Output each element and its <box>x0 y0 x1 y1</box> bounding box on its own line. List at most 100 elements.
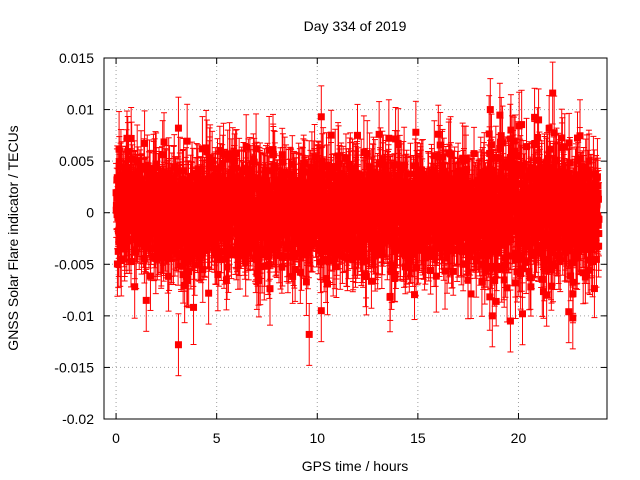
data-point <box>182 179 190 187</box>
data-point <box>188 173 196 181</box>
data-point <box>289 272 297 280</box>
data-point <box>214 271 222 279</box>
data-point <box>194 239 202 247</box>
data-point <box>304 248 312 256</box>
data-point <box>156 184 164 192</box>
data-point <box>288 241 296 249</box>
data-point <box>313 228 321 236</box>
data-point <box>287 171 295 179</box>
data-point <box>160 250 168 258</box>
data-point <box>275 241 283 249</box>
data-point <box>133 157 141 165</box>
data-point <box>205 173 213 181</box>
data-point <box>257 177 265 185</box>
data-point <box>278 263 286 271</box>
data-point <box>170 163 178 171</box>
data-point <box>227 168 235 176</box>
data-point <box>297 230 305 238</box>
data-point <box>224 155 232 163</box>
data-point <box>182 248 190 256</box>
data-point <box>232 149 240 157</box>
data-point <box>221 255 229 263</box>
data-point <box>282 171 290 179</box>
data-point <box>143 161 151 169</box>
data-point <box>187 255 195 263</box>
data-point <box>145 230 153 238</box>
data-point <box>235 243 243 251</box>
data-point <box>147 245 155 253</box>
data-point <box>290 253 298 261</box>
data-point <box>252 145 260 153</box>
data-point <box>127 258 135 266</box>
data-point <box>165 272 173 280</box>
data-point <box>249 206 257 214</box>
data-point <box>260 262 268 270</box>
data-point <box>154 241 162 249</box>
data-point <box>305 168 313 176</box>
data-point <box>140 255 148 263</box>
data-point <box>199 266 207 274</box>
data-point <box>242 258 250 266</box>
data-point <box>131 283 139 291</box>
data-point <box>222 276 230 284</box>
data-point <box>176 167 184 175</box>
data-point <box>160 138 168 146</box>
data-point <box>291 265 299 273</box>
data-point <box>117 163 125 171</box>
data-point <box>130 172 138 180</box>
data-point <box>198 145 206 153</box>
data-series <box>112 61 603 377</box>
data-point <box>178 234 186 242</box>
data-point <box>115 158 123 166</box>
data-point <box>306 179 314 187</box>
data-point <box>130 178 138 186</box>
data-point <box>278 253 286 261</box>
data-point <box>183 277 191 285</box>
data-point <box>120 189 128 197</box>
data-point <box>124 155 132 163</box>
data-point <box>251 183 259 191</box>
data-point <box>159 151 167 159</box>
data-point <box>255 276 263 284</box>
data-point <box>289 177 297 185</box>
data-point <box>128 155 136 163</box>
data-point <box>183 137 191 145</box>
data-point <box>217 163 225 171</box>
data-point <box>202 144 210 152</box>
data-point <box>207 178 215 186</box>
data-point <box>194 182 202 190</box>
data-point <box>278 151 286 159</box>
data-point <box>116 244 124 252</box>
data-point <box>115 229 123 237</box>
data-point <box>122 164 130 172</box>
data-point <box>266 285 274 293</box>
data-point <box>296 268 304 276</box>
data-point <box>242 143 250 151</box>
data-point <box>185 268 193 276</box>
data-point <box>246 218 254 226</box>
data-point <box>307 241 315 249</box>
data-point <box>247 230 255 238</box>
data-point <box>208 157 216 165</box>
data-point <box>308 163 316 171</box>
data-point <box>288 160 296 168</box>
data-point <box>132 248 140 256</box>
data-point <box>123 134 131 142</box>
data-point <box>125 175 133 183</box>
data-point <box>151 164 159 172</box>
data-point <box>177 262 185 270</box>
data-point <box>165 169 173 177</box>
data-point <box>162 236 170 244</box>
data-point <box>238 181 246 189</box>
data-point <box>179 175 187 183</box>
data-point <box>302 278 310 286</box>
data-point <box>253 269 261 277</box>
data-point <box>117 256 125 264</box>
data-point <box>246 169 254 177</box>
data-point <box>164 255 172 263</box>
data-point <box>299 204 307 212</box>
data-point <box>316 258 324 266</box>
data-point <box>265 146 273 154</box>
